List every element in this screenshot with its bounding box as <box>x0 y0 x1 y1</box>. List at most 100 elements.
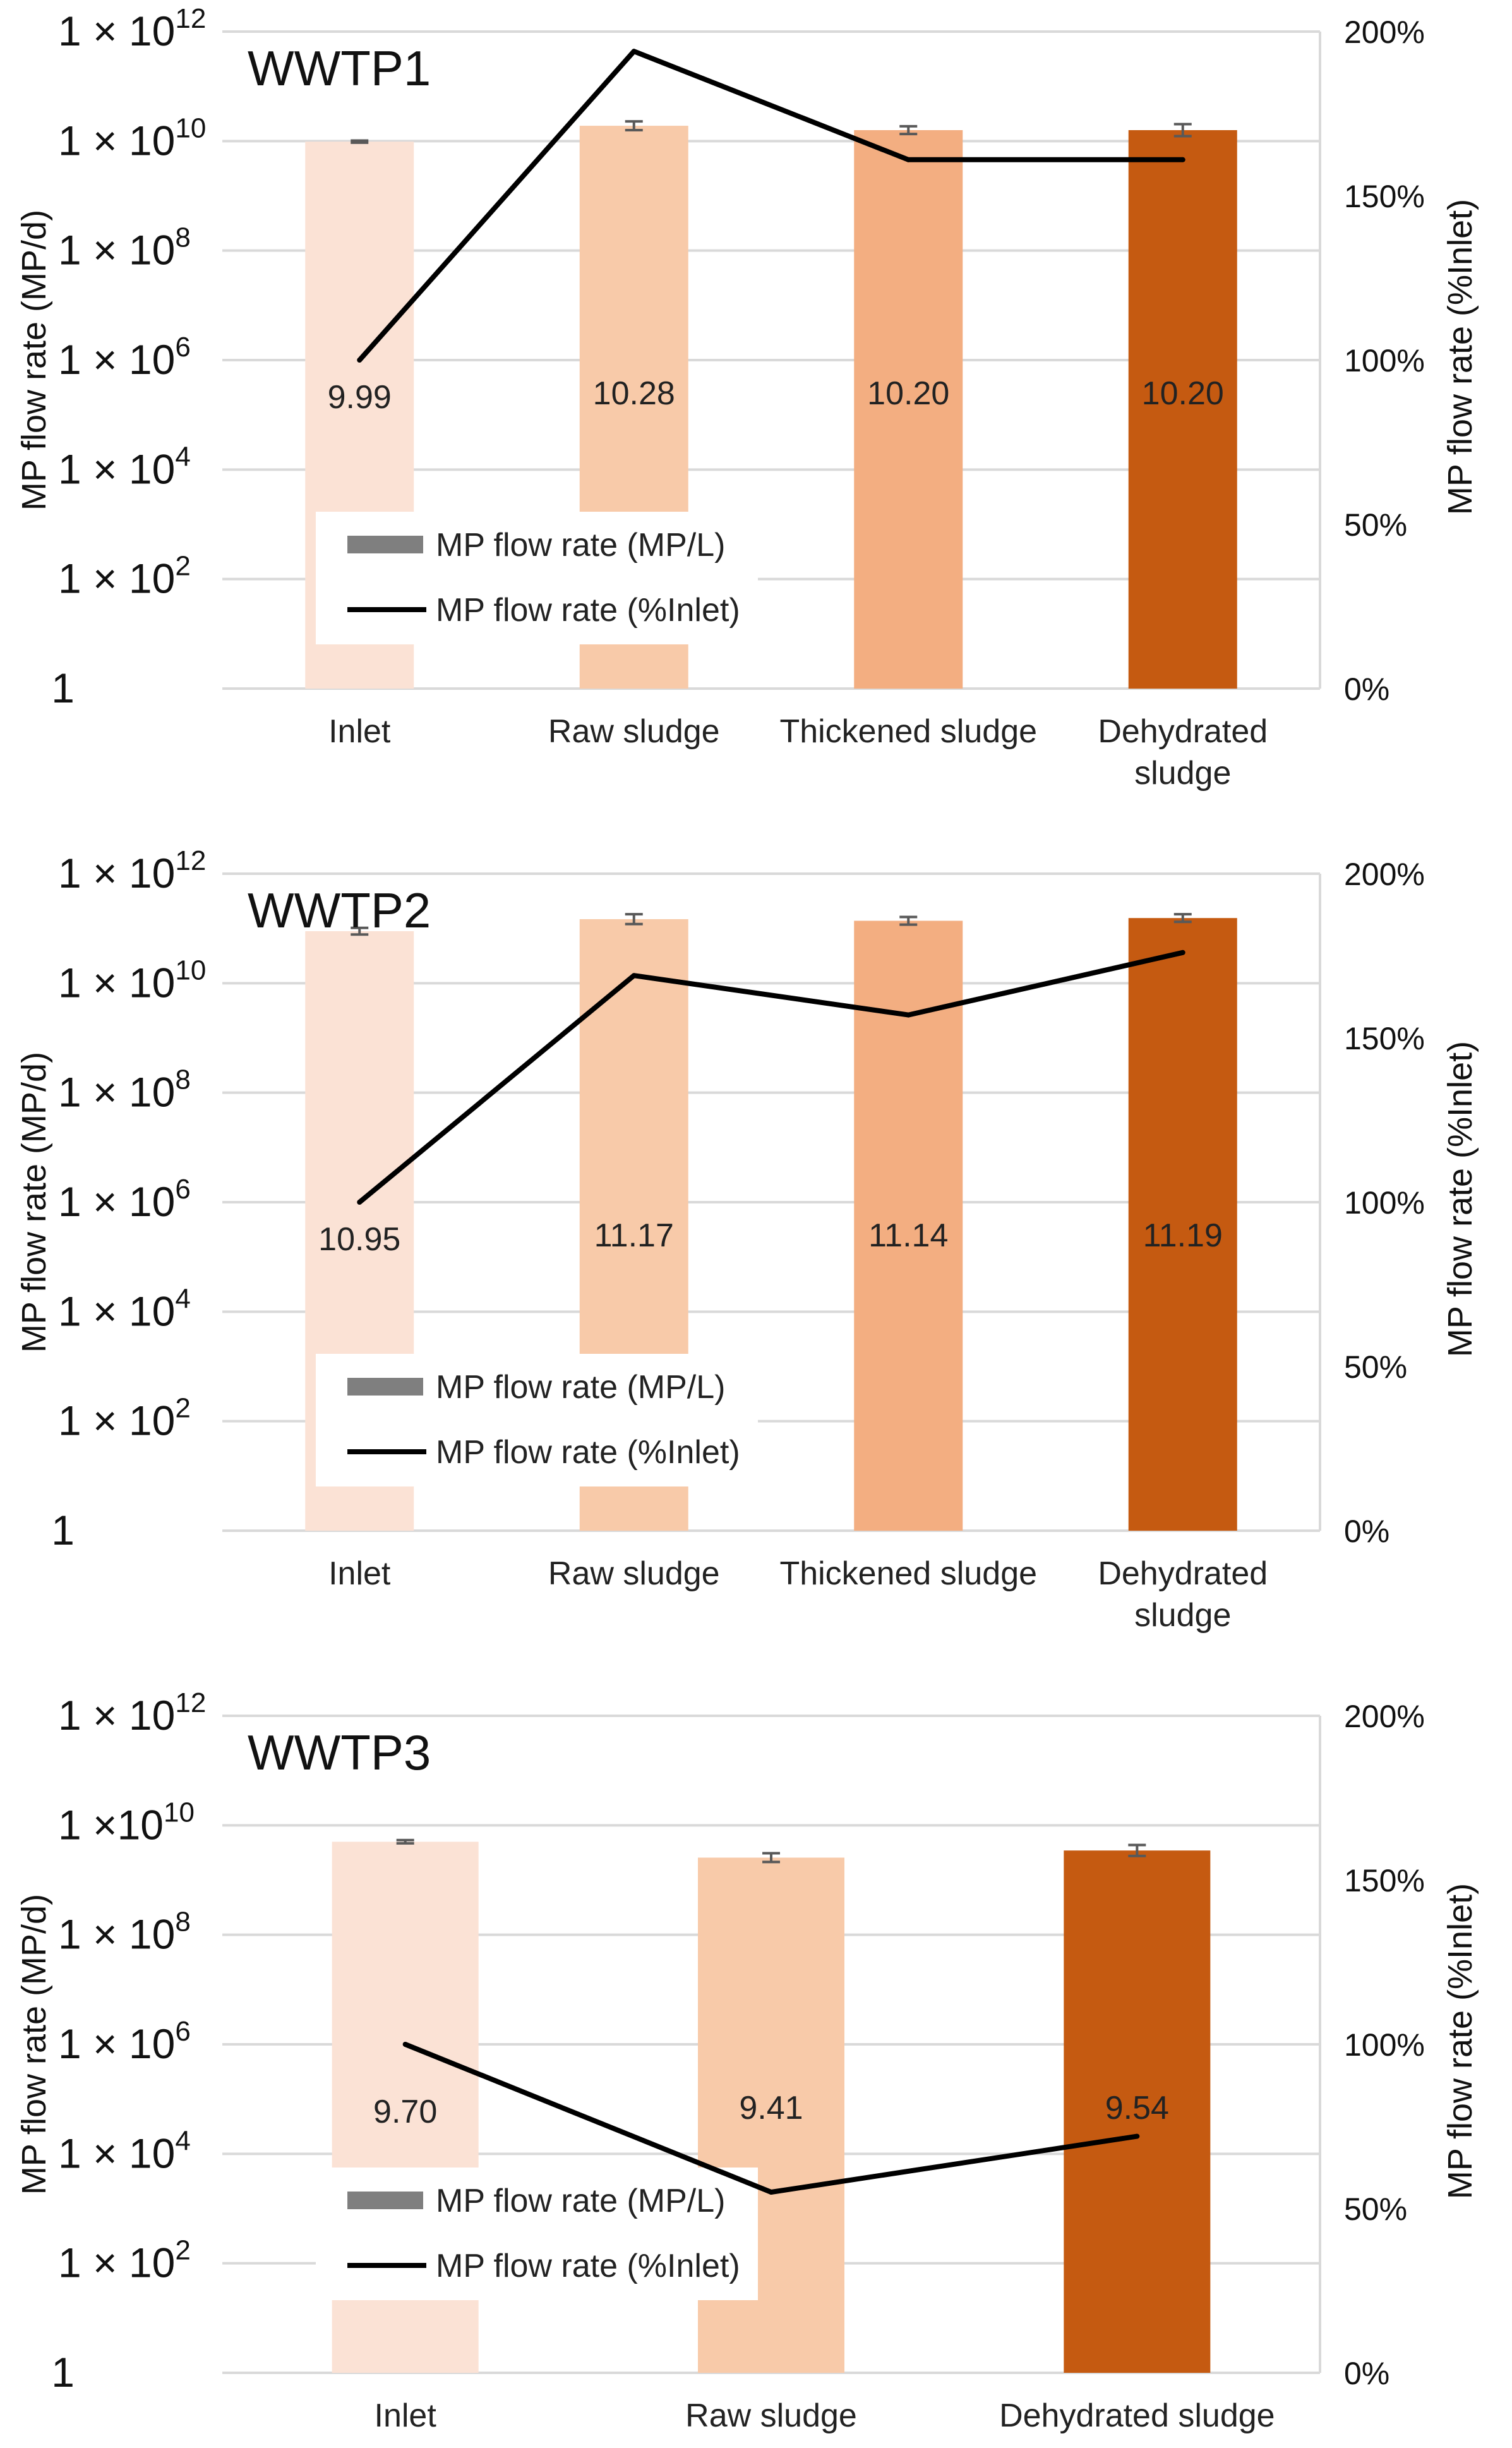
y-tick-label-right: 50% <box>1344 1349 1407 1385</box>
bar-value-label: 11.14 <box>868 1217 948 1254</box>
y-tick-label-right: 200% <box>1344 857 1425 892</box>
bar-value-label: 9.54 <box>1105 2090 1169 2126</box>
y-tick-label-right: 150% <box>1344 1863 1425 1898</box>
panel-wwtp3: 1 × 1012 1 ×1010 1 × 108 1 × 106 1 × 104 1 × … <box>15 1687 1479 2434</box>
y-tick-label-left: 1 <box>51 2349 75 2396</box>
line-point <box>357 1200 363 1205</box>
bar-value-label: 9.70 <box>373 2094 437 2130</box>
y-tick-label-right: 150% <box>1344 1021 1425 1056</box>
bar-value-label: 11.19 <box>1143 1217 1223 1254</box>
legend-label-bar: MP flow rate (MP/L) <box>436 527 725 564</box>
y-tick-label-left: 1 × 1012 <box>58 1687 206 1739</box>
x-tick-label: Raw sludge <box>548 713 720 750</box>
y-tick-label-right: 100% <box>1344 1185 1425 1221</box>
bar-value-label: 10.28 <box>593 375 675 412</box>
panel-wwtp2: 1 × 1012 1 × 1010 1 × 108 1 × 106 1 × 104 1 ×… <box>15 845 1479 1634</box>
y-tick-label-right: 0% <box>1344 672 1389 707</box>
bar-value-label: 9.41 <box>739 2090 803 2126</box>
panel-title: WWTP2 <box>248 883 431 938</box>
legend-box <box>316 1354 758 1486</box>
bar <box>1128 130 1237 689</box>
y-tick-label-left: 1 × 1010 <box>58 112 206 164</box>
y-tick-label-left: 1 × 106 <box>58 332 191 383</box>
legend-label-line: MP flow rate (%Inlet) <box>436 2248 740 2284</box>
x-tick-label: Raw sludge <box>685 2397 857 2434</box>
legend-label-bar: MP flow rate (MP/L) <box>436 2183 725 2219</box>
line-series <box>357 49 1183 362</box>
x-tick-label: Raw sludge <box>548 1555 720 1592</box>
y-tick-label-left: 1 × 102 <box>58 2235 191 2286</box>
y-tick-label-left: 1 × 104 <box>58 2125 191 2176</box>
line-point <box>906 157 911 162</box>
y-tick-label-left: 1 <box>51 665 75 711</box>
y-tick-label-right: 0% <box>1344 1514 1389 1549</box>
line-point <box>402 2042 408 2047</box>
x-tick-label: Inlet <box>328 1555 391 1592</box>
bar-value-label: 11.17 <box>594 1217 674 1254</box>
y-tick-label-right: 50% <box>1344 2192 1407 2227</box>
y-tick-label-right: 100% <box>1344 2027 1425 2063</box>
y-tick-label-left: 1 × 108 <box>58 1064 191 1116</box>
legend-swatch-bar <box>347 2192 423 2209</box>
y-tick-label-left: 1 × 1012 <box>58 845 206 896</box>
y-axis-title-right: MP flow rate (%Inlet) <box>1441 1883 1479 2199</box>
bar <box>1064 1850 1211 2373</box>
y-tick-label-left: 1 × 108 <box>58 222 191 274</box>
legend-box <box>316 512 758 644</box>
y-tick-label-right: 150% <box>1344 179 1425 214</box>
bar <box>854 920 963 1531</box>
y-axis-title-left: MP flow rate (MP/d) <box>15 1894 53 2195</box>
legend-swatch-bar <box>347 1378 423 1396</box>
line-point <box>631 973 637 979</box>
x-tick-label: Inlet <box>375 2397 437 2434</box>
x-tick-label: Inlet <box>328 713 391 750</box>
y-tick-label-right: 200% <box>1344 15 1425 50</box>
bar-value-label: 9.99 <box>328 379 392 416</box>
line-point <box>1134 2133 1140 2139</box>
panel-title: WWTP3 <box>248 1725 431 1780</box>
y-tick-label-left: 1 × 1010 <box>58 955 206 1006</box>
panel-wwtp1: 1 × 1012 1 × 1010 1 × 108 1 × 106 1 × 104 1 ×… <box>15 3 1479 792</box>
line-point <box>631 49 637 54</box>
y-tick-label-left: 1 × 102 <box>58 551 191 602</box>
y-tick-label-left: 1 × 104 <box>58 1283 191 1334</box>
y-tick-label-left: 1 × 108 <box>58 1907 191 1958</box>
line-point <box>769 2190 774 2195</box>
x-tick-label: Thickened sludge <box>779 713 1037 750</box>
y-tick-label-right: 50% <box>1344 507 1407 543</box>
legend-label-line: MP flow rate (%Inlet) <box>436 592 740 629</box>
y-tick-label-right: 200% <box>1344 1699 1425 1734</box>
y-tick-label-left: 1 × 106 <box>58 1174 191 1225</box>
y-axis-title-right: MP flow rate (%Inlet) <box>1441 199 1479 515</box>
bar <box>854 130 963 689</box>
bar-value-label: 10.95 <box>318 1221 400 1258</box>
x-tick-label: Dehydrated sludge <box>1098 713 1268 792</box>
y-axis-title-left: MP flow rate (MP/d) <box>15 1052 53 1353</box>
bar-value-label: 10.20 <box>867 375 949 412</box>
y-tick-label-left: 1 × 106 <box>58 2016 191 2067</box>
line-series <box>357 950 1184 1205</box>
line-point <box>357 358 363 363</box>
y-axis-title-left: MP flow rate (MP/d) <box>15 210 53 510</box>
y-tick-label-left: 1 ×1010 <box>58 1797 195 1848</box>
bar-value-label: 10.20 <box>1142 375 1224 412</box>
x-tick-label: Thickened sludge <box>779 1555 1037 1592</box>
legend-label-line: MP flow rate (%Inlet) <box>436 1434 740 1471</box>
y-tick-label-right: 0% <box>1344 2356 1389 2391</box>
y-tick-label-left: 1 × 104 <box>58 441 191 492</box>
y-tick-label-right: 100% <box>1344 343 1425 378</box>
x-tick-label: Dehydrated sludge <box>999 2397 1275 2434</box>
x-tick-label: Dehydrated sludge <box>1098 1555 1268 1634</box>
panel-title: WWTP1 <box>248 40 431 96</box>
y-tick-label-left: 1 <box>51 1507 75 1553</box>
line-point <box>906 1012 911 1018</box>
legend-swatch-bar <box>347 536 423 553</box>
legend-label-bar: MP flow rate (MP/L) <box>436 1369 725 1406</box>
legend-box <box>316 2168 758 2300</box>
y-axis-title-right: MP flow rate (%Inlet) <box>1441 1041 1479 1357</box>
line-point <box>1180 950 1185 955</box>
line-point <box>1180 157 1185 162</box>
y-tick-label-left: 1 × 102 <box>58 1393 191 1444</box>
y-tick-label-left: 1 × 1012 <box>58 3 206 54</box>
